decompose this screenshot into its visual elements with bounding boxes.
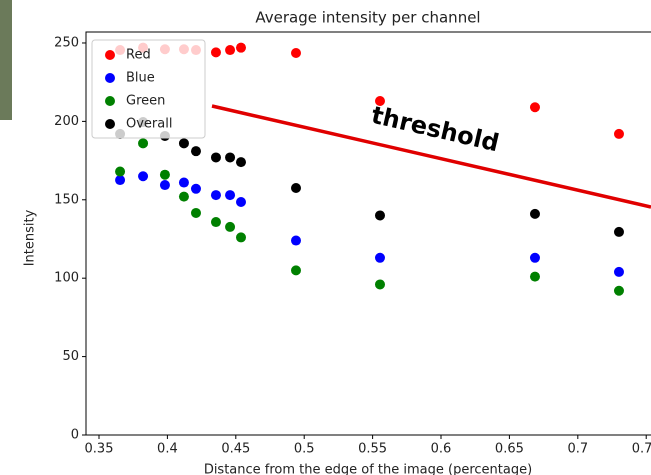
point	[235, 196, 246, 207]
x-tick-label: 0.65	[495, 442, 524, 457]
legend-marker	[105, 50, 115, 60]
point	[235, 232, 246, 243]
y-tick-label: 0	[71, 428, 79, 443]
x-tick-label: 0.35	[85, 442, 114, 457]
y-tick-label: 200	[54, 114, 79, 129]
y-axis-label: Intensity	[23, 209, 38, 266]
point	[235, 157, 246, 168]
point	[613, 285, 624, 296]
point	[613, 226, 624, 237]
legend-label: Red	[126, 48, 151, 63]
point	[290, 48, 301, 59]
x-tick-label: 0.75	[632, 442, 651, 457]
x-tick-label: 0.7	[567, 442, 588, 457]
point	[115, 166, 126, 177]
y-tick-label: 250	[54, 35, 79, 50]
legend-box	[91, 39, 206, 139]
legend-label: Green	[126, 94, 165, 109]
plot-frame	[85, 31, 651, 436]
point	[178, 191, 189, 202]
point	[374, 252, 385, 263]
point	[290, 235, 301, 246]
y-tick-label: 50	[62, 349, 79, 364]
point	[190, 146, 201, 157]
point	[225, 45, 236, 56]
point	[190, 183, 201, 194]
y-tick-label: 100	[54, 271, 79, 286]
legend-label: Blue	[126, 71, 155, 86]
point	[374, 95, 385, 106]
chart-title: Average intensity per channel	[255, 9, 480, 27]
point	[613, 128, 624, 139]
point	[210, 47, 221, 58]
point	[115, 175, 126, 186]
point	[178, 177, 189, 188]
image-thumbnail	[0, 0, 12, 120]
threshold-label: threshold	[369, 101, 502, 158]
point	[529, 102, 540, 113]
x-tick-label: 0.45	[221, 442, 250, 457]
legend-marker	[105, 96, 115, 106]
point	[210, 190, 221, 201]
point	[138, 171, 149, 182]
x-tick-label: 0.5	[294, 442, 315, 457]
legend-marker	[105, 119, 115, 129]
point	[613, 266, 624, 277]
y-tick-label: 150	[54, 192, 79, 207]
point	[210, 152, 221, 163]
threshold-line	[211, 104, 651, 209]
point	[159, 180, 170, 191]
point	[374, 210, 385, 221]
legend-label: Overall	[126, 117, 172, 132]
x-axis-label: Distance from the edge of the image (per…	[204, 463, 532, 475]
point	[290, 265, 301, 276]
point	[529, 208, 540, 219]
x-tick-label: 0.4	[157, 442, 178, 457]
x-tick-label: 0.55	[358, 442, 387, 457]
point	[225, 152, 236, 163]
point	[225, 221, 236, 232]
point	[159, 169, 170, 180]
point	[190, 207, 201, 218]
point	[529, 271, 540, 282]
legend-marker	[105, 73, 115, 83]
point	[290, 183, 301, 194]
point	[138, 138, 149, 149]
point	[235, 42, 246, 53]
point	[374, 279, 385, 290]
point	[529, 252, 540, 263]
x-tick-label: 0.6	[431, 442, 452, 457]
point	[178, 138, 189, 149]
point	[210, 217, 221, 228]
point	[225, 190, 236, 201]
